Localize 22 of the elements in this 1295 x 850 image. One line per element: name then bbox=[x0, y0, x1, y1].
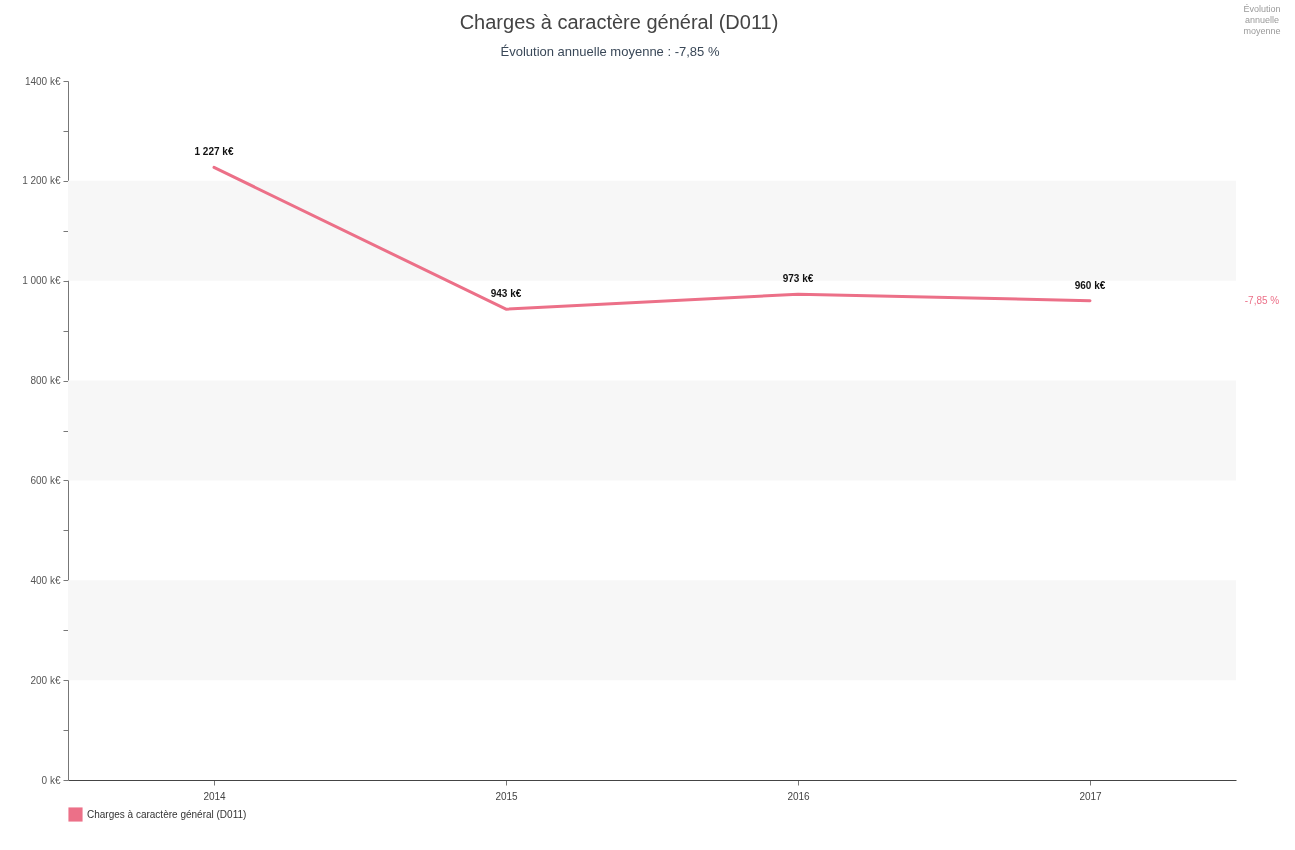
y-tick-label: 0 k€ bbox=[41, 774, 61, 786]
y-tick-label: 200 k€ bbox=[30, 674, 61, 686]
y-tick-label: 600 k€ bbox=[30, 474, 61, 486]
x-tick-label: 2017 bbox=[1079, 790, 1103, 802]
x-tick-label: 2014 bbox=[203, 790, 227, 802]
x-tick-label: 2016 bbox=[787, 790, 811, 802]
text: Évolution annuelle moyenne bbox=[1243, 4, 1281, 36]
data-label: 1 227 k€ bbox=[194, 146, 234, 158]
y-tick-label: 1400 k€ bbox=[24, 75, 61, 87]
chart-title: Charges à caractère général (D011) bbox=[459, 11, 779, 33]
y-tick-label: 1 000 k€ bbox=[22, 275, 61, 287]
data-label: 973 k€ bbox=[782, 273, 814, 285]
line-series bbox=[212, 165, 1092, 311]
data-label: 943 k€ bbox=[490, 288, 522, 300]
y-tick-label: 1 200 k€ bbox=[22, 175, 61, 187]
chart-subtitle: Évolution annuelle moyenne : -7,85 % bbox=[500, 44, 720, 59]
y-tick-label: 400 k€ bbox=[30, 574, 61, 586]
legend-label: Charges à caractère général (D011) bbox=[87, 808, 247, 820]
x-tick-label: 2015 bbox=[495, 790, 519, 802]
y-tick-label: 800 k€ bbox=[30, 375, 61, 387]
text: -7,85 % bbox=[1244, 294, 1280, 306]
data-label: 960 k€ bbox=[1074, 279, 1106, 291]
